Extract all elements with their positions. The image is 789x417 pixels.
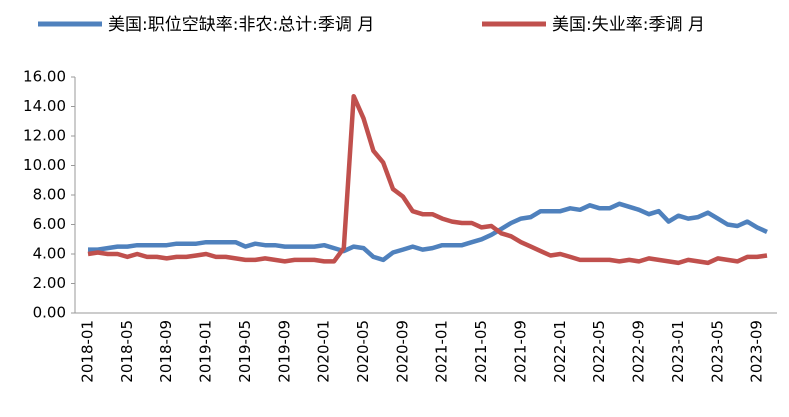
- y-tick-label: 14.00: [23, 97, 66, 115]
- y-tick-label: 6.00: [33, 215, 66, 233]
- x-tick-label: 2022-05: [590, 320, 608, 383]
- x-tick-label: 2020-01: [315, 320, 333, 383]
- legend-label: 美国:职位空缺率:非农:总计:季调 月: [108, 15, 374, 35]
- x-tick-label: 2022-09: [630, 320, 648, 383]
- y-tick-label: 16.00: [23, 68, 66, 86]
- y-tick-label: 8.00: [33, 186, 66, 204]
- x-tick-label: 2023-05: [708, 320, 726, 383]
- x-tick-label: 2019-05: [236, 320, 254, 383]
- y-tick-label: 2.00: [33, 274, 66, 292]
- x-tick-label: 2021-01: [433, 320, 451, 383]
- series-line: [88, 201, 768, 263]
- x-tick-label: 2018-05: [118, 320, 136, 383]
- y-tick-label: 0.00: [33, 304, 66, 322]
- x-tick-label: 2021-09: [511, 320, 529, 383]
- x-tick-label: 2020-09: [393, 320, 411, 383]
- legend-label: 美国:失业率:季调 月: [552, 15, 705, 35]
- x-tick-label: 2018-01: [79, 320, 97, 383]
- y-tick-label: 4.00: [33, 245, 66, 263]
- x-tick-label: 2019-09: [275, 320, 293, 383]
- y-tick-label: 12.00: [23, 127, 66, 145]
- x-tick-label: 2020-05: [354, 320, 372, 383]
- x-tick-label: 2022-01: [551, 320, 569, 383]
- x-tick-label: 2023-09: [748, 320, 766, 383]
- y-tick-label: 10.00: [23, 156, 66, 174]
- x-tick-label: 2023-01: [669, 320, 687, 383]
- x-tick-label: 2018-09: [157, 320, 175, 383]
- x-tick-label: 2021-05: [472, 320, 490, 383]
- series-line: [87, 93, 768, 266]
- x-tick-label: 2019-01: [197, 320, 215, 383]
